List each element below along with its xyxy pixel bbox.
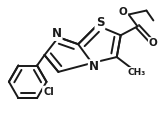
Text: O: O (149, 38, 158, 48)
Text: CH₃: CH₃ (127, 68, 146, 77)
Text: S: S (96, 16, 104, 29)
Text: N: N (51, 27, 61, 40)
Text: O: O (118, 7, 127, 16)
Text: N: N (89, 60, 99, 73)
Text: Cl: Cl (43, 87, 54, 97)
